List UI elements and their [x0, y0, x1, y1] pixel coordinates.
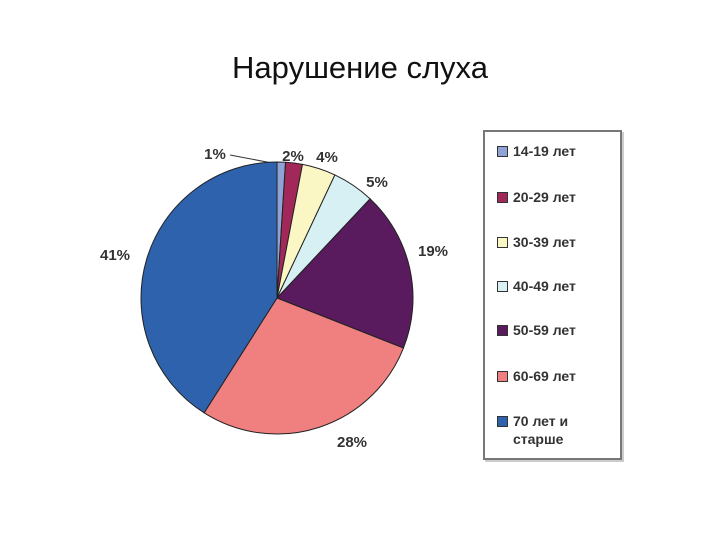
legend-label: 50-59 лет	[513, 322, 576, 338]
legend-label: 14-19 лет	[513, 143, 576, 159]
legend-swatch	[497, 416, 508, 427]
legend-item: 60-69 лет	[497, 367, 617, 385]
pie-slice	[140, 161, 278, 414]
data-label: 2%	[282, 148, 304, 165]
data-label: 1%	[204, 146, 226, 163]
legend-item: 70 лет и старше	[497, 412, 617, 448]
legend-swatch	[497, 281, 508, 292]
data-label: 19%	[418, 243, 448, 260]
data-label: 41%	[100, 247, 130, 264]
legend-swatch	[497, 237, 508, 248]
data-label: 28%	[337, 434, 367, 451]
legend-label: 40-49 лет	[513, 278, 576, 294]
legend-item: 30-39 лет	[497, 233, 617, 251]
legend-swatch	[497, 192, 508, 203]
leader-line	[229, 154, 273, 164]
legend-label: 60-69 лет	[513, 368, 576, 384]
data-label: 5%	[366, 174, 388, 191]
legend: 14-19 лет 20-29 лет 30-39 лет 40-49 лет 50-5…	[483, 130, 622, 460]
legend-item: 40-49 лет	[497, 277, 617, 295]
chart-title: Нарушение слуха	[232, 50, 489, 85]
legend-label: 20-29 лет	[513, 189, 576, 205]
pie-slice	[203, 297, 405, 435]
data-label: 4%	[316, 149, 338, 166]
legend-swatch	[497, 371, 508, 382]
legend-swatch	[497, 325, 508, 336]
pie-slice	[276, 198, 414, 349]
legend-item: 50-59 лет	[497, 321, 617, 339]
legend-label: 70 лет и старше	[513, 413, 569, 447]
legend-label: 30-39 лет	[513, 234, 576, 250]
legend-swatch	[497, 146, 508, 157]
legend-item: 14-19 лет	[497, 142, 617, 160]
legend-item: 20-29 лет	[497, 188, 617, 206]
